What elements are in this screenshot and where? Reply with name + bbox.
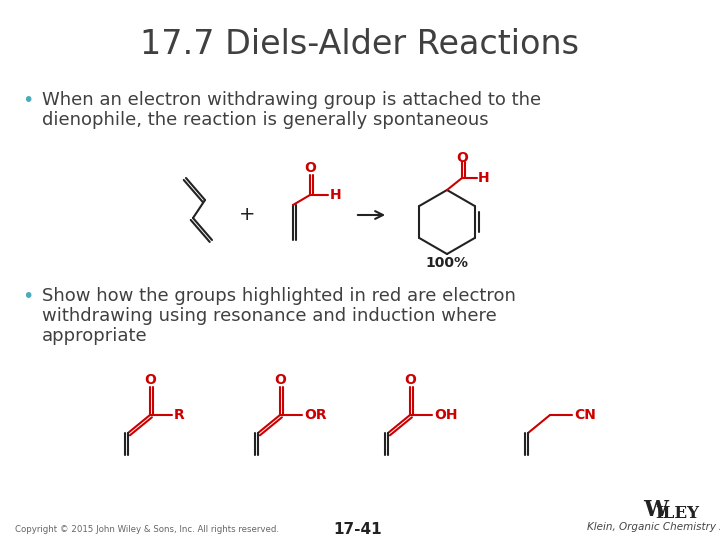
Text: Show how the groups highlighted in red are electron: Show how the groups highlighted in red a… xyxy=(42,287,516,305)
Text: O: O xyxy=(404,373,416,387)
Text: O: O xyxy=(144,373,156,387)
Text: 17-41: 17-41 xyxy=(333,523,382,537)
Text: When an electron withdrawing group is attached to the: When an electron withdrawing group is at… xyxy=(42,91,541,109)
Text: Klein, Organic Chemistry 2e: Klein, Organic Chemistry 2e xyxy=(588,522,720,532)
Text: •: • xyxy=(22,287,33,306)
Text: O: O xyxy=(274,373,286,387)
Text: +: + xyxy=(239,206,256,225)
Text: •: • xyxy=(22,91,33,110)
Text: CN: CN xyxy=(574,408,596,422)
Text: O: O xyxy=(456,151,468,165)
Text: appropriate: appropriate xyxy=(42,327,148,345)
Text: 17.7 Diels-Alder Reactions: 17.7 Diels-Alder Reactions xyxy=(140,29,580,62)
Text: withdrawing using resonance and induction where: withdrawing using resonance and inductio… xyxy=(42,307,497,325)
Text: dienophile, the reaction is generally spontaneous: dienophile, the reaction is generally sp… xyxy=(42,111,489,129)
Text: R: R xyxy=(174,408,185,422)
Text: OH: OH xyxy=(434,408,457,422)
Text: Copyright © 2015 John Wiley & Sons, Inc. All rights reserved.: Copyright © 2015 John Wiley & Sons, Inc.… xyxy=(15,525,279,535)
Text: OR: OR xyxy=(304,408,327,422)
Text: O: O xyxy=(304,161,316,175)
Text: H: H xyxy=(330,188,341,202)
Text: W: W xyxy=(643,499,668,521)
Text: 100%: 100% xyxy=(426,256,469,270)
Text: H: H xyxy=(478,171,490,185)
Text: ILEY: ILEY xyxy=(655,504,699,522)
